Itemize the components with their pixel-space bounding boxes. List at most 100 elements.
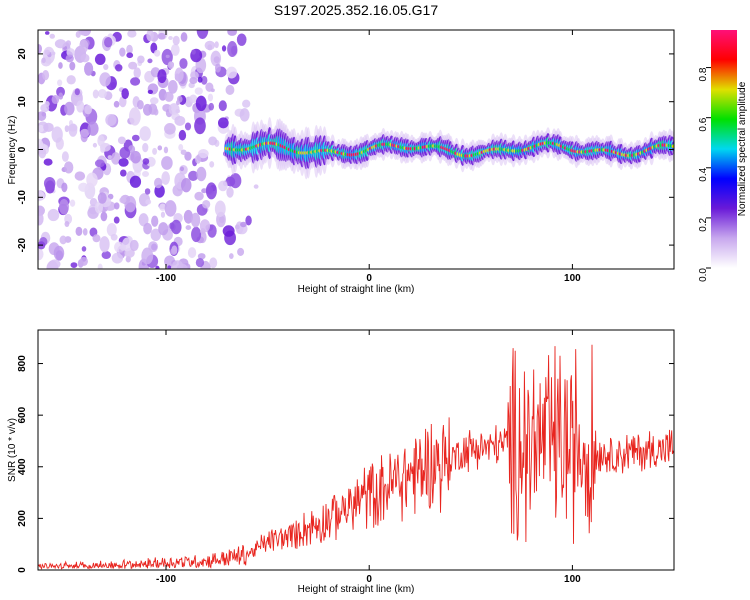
- spectrogram-noise-cell: [99, 72, 111, 87]
- spectrogram-noise-cell: [78, 30, 89, 36]
- spectrogram-noise-cell: [43, 122, 54, 133]
- spectrogram-noise-cell: [189, 94, 198, 104]
- colorbar-tick-label: 0.0: [698, 268, 709, 282]
- spectrogram-noise-cell: [133, 67, 141, 79]
- spectrogram-noise-cell: [100, 211, 108, 222]
- colorbar-tick: 0.8: [698, 67, 711, 81]
- snr-frame: [37, 329, 675, 571]
- spectrogram-noise-cell: [157, 145, 163, 151]
- spectrogram-noise-cell: [82, 228, 88, 236]
- spectrogram-noise-cell: [226, 66, 238, 79]
- spectrogram-noise-cell: [51, 94, 60, 105]
- spectrogram-y-tick: -10: [17, 190, 674, 205]
- snr-x-tick-label: -100: [156, 574, 176, 585]
- spectrogram-noise-cell: [209, 257, 218, 269]
- spectrogram-noise-cell: [178, 143, 184, 151]
- spectrogram-noise-cell: [150, 228, 162, 242]
- spectrogram-noise-cell: [44, 100, 50, 107]
- spectrogram-noise-cell: [167, 80, 178, 94]
- spectrogram-noise-cell: [144, 188, 151, 195]
- spectrogram-noise-cell: [172, 35, 180, 46]
- spectrogram-noise-cell: [253, 184, 259, 189]
- snr-panel: -100 0 100 0 200 400 600 800 Height of straigh…: [7, 329, 675, 595]
- spectrogram-noise-cell: [103, 64, 109, 70]
- spectrogram-noise-cell: [128, 107, 141, 126]
- spectrogram-noise-cell: [47, 208, 60, 222]
- spectrogram-noise-cell: [49, 33, 55, 39]
- spectrogram-noise-cell: [66, 48, 75, 57]
- colorbar-tick-label: 0.6: [698, 117, 709, 131]
- snr-x-tick: 0: [366, 330, 372, 585]
- spectrogram-y-tick-label: 20: [17, 48, 28, 60]
- spectrogram-noise-cell: [57, 79, 63, 87]
- spectrogram-noise-cell: [153, 108, 159, 116]
- spectrogram-noise-cell: [188, 170, 199, 182]
- spectrogram-noise-cell: [221, 45, 227, 52]
- spectrogram-y-tick: 0: [17, 146, 674, 152]
- spectrogram-x-ticks: -100 0 100: [156, 30, 581, 284]
- spectrogram-noise-cell: [242, 99, 251, 108]
- spectrogram-noise-cell: [68, 123, 78, 137]
- spectrogram-noise-cell: [51, 126, 63, 143]
- spectrogram-noise-cell: [106, 223, 117, 237]
- colorbar-tick: 0.4: [698, 167, 711, 182]
- spectrogram-noise-cell: [137, 55, 145, 64]
- colorbar-tick-label: 0.2: [698, 217, 709, 231]
- spectrogram-noise-cell: [130, 77, 141, 86]
- snr-y-tick-label: 400: [17, 458, 28, 475]
- spectrogram-noise-cell: [205, 182, 217, 200]
- spectrogram-noise-cell: [209, 161, 215, 168]
- spectrogram-noise-cell: [142, 142, 149, 153]
- spectrogram-noise-cell: [239, 108, 250, 122]
- spectrogram-noise-cell: [149, 97, 159, 105]
- spectrogram-noise-cell: [142, 158, 150, 165]
- snr-y-tick: 200: [17, 510, 674, 527]
- spectrogram-noise-cell: [164, 200, 177, 217]
- spectrogram-noise-cell: [218, 180, 228, 192]
- snr-x-ticks: -100 0 100: [156, 330, 581, 585]
- snr-y-axis-label: SNR (10 * v/v): [7, 418, 18, 482]
- spectrogram-noise-cell: [80, 132, 88, 143]
- spectrogram-y-tick-label: 0: [17, 146, 28, 152]
- spectrogram-noise-cell: [154, 177, 163, 189]
- spectrogram-noise-cell: [74, 171, 86, 181]
- spectrogram-noise-cell: [196, 166, 207, 182]
- spectrogram-ridge-peak: [671, 144, 674, 149]
- spectrogram-noise-cell: [75, 226, 83, 237]
- colorbar-tick-label: 0.4: [698, 167, 709, 181]
- spectrogram-noise-cell: [152, 147, 158, 155]
- spectrogram-noise-cell: [236, 33, 247, 46]
- spectrogram-noise-cell: [184, 151, 192, 161]
- spectrogram-noise-cell: [229, 253, 234, 260]
- colorbar-tick-label: 0.8: [698, 67, 709, 81]
- spectrogram-noise-cell: [138, 213, 149, 227]
- snr-y-tick: 0: [17, 567, 674, 573]
- spectrogram-noise-cell: [142, 170, 150, 177]
- spectrogram-noise-cell: [213, 56, 220, 64]
- spectrogram-noise-cell: [175, 100, 181, 106]
- spectrogram-noise-cell: [164, 123, 176, 135]
- spectrogram-noise-cell: [207, 93, 214, 102]
- spectrogram-noise-cell: [245, 215, 252, 226]
- spectrogram-noise-cell: [146, 30, 154, 42]
- spectrogram-noise-cell: [222, 225, 235, 237]
- snr-series-line: [38, 344, 674, 570]
- snr-y-tick-label: 800: [17, 355, 28, 372]
- spectrogram-noise-cell: [155, 265, 160, 269]
- snr-x-tick: -100: [156, 330, 176, 585]
- spectrogram-noise-cell: [86, 172, 98, 188]
- spectrogram-noise-cell: [142, 103, 153, 116]
- spectrogram-noise-cell: [128, 61, 138, 70]
- spectrogram-noise-cell: [218, 100, 227, 112]
- spectrogram-noise-cell: [199, 219, 211, 233]
- spectrogram-noise-cell: [229, 173, 242, 189]
- spectrogram-noise-cell: [161, 156, 173, 170]
- spectrogram-noise-cell: [183, 209, 194, 224]
- spectrogram-y-tick-label: -20: [17, 237, 28, 252]
- spectrogram-noise-cell: [195, 257, 205, 268]
- spectrogram-noise-cell: [121, 88, 129, 100]
- spectrogram-noise-cell: [50, 51, 56, 56]
- spectrogram-noise-cell: [167, 265, 172, 269]
- spectrogram-noise-cell: [78, 182, 89, 192]
- spectrogram-noise-cell: [69, 199, 76, 207]
